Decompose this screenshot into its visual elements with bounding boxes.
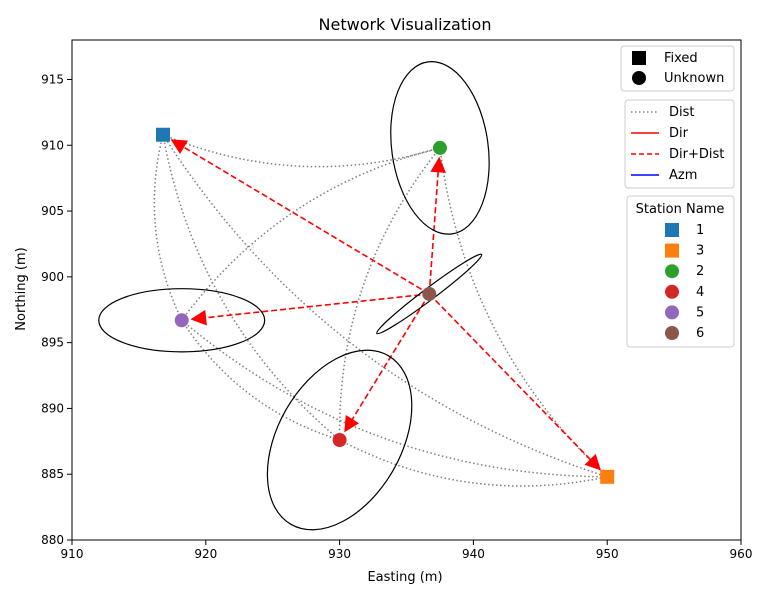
chart-title: Network Visualization [319, 15, 492, 34]
legend-station-label: 3 [696, 244, 704, 259]
axes-frame [71, 39, 742, 541]
direction-arrowhead [344, 415, 360, 433]
y-axis-label: Northing (m) [14, 247, 29, 330]
legend-marker-square [632, 51, 646, 65]
station-marker [600, 469, 615, 484]
x-tick-label: 930 [328, 547, 351, 561]
direction-arrowhead [584, 453, 602, 471]
y-tick-label: 905 [41, 204, 64, 218]
direction-observation-line [344, 293, 430, 432]
error-ellipse [266, 349, 413, 531]
x-tick-label: 940 [462, 547, 485, 561]
legend-observation-label: Dist [669, 105, 695, 120]
y-tick-label: 900 [41, 270, 64, 284]
station-marker [332, 433, 347, 447]
direction-arrowhead [190, 309, 207, 326]
station-marker [432, 140, 447, 155]
legend-station-label: 2 [696, 264, 704, 279]
x-tick-label: 910 [61, 547, 84, 561]
legend-marker-kind [620, 45, 735, 92]
legend-marker-circle [632, 71, 646, 85]
error-ellipse [98, 288, 266, 353]
y-tick-label: 910 [41, 138, 64, 152]
x-tick-label: 960 [730, 547, 753, 561]
x-tick-label: 920 [194, 547, 217, 561]
direction-observation-line [428, 293, 601, 471]
legend-station-marker [665, 305, 679, 320]
station-marker [155, 127, 170, 142]
distance-observation-line [162, 134, 441, 168]
legend-station-label: 4 [696, 285, 704, 300]
distance-observation-line [439, 147, 608, 478]
distance-observation-line [181, 319, 340, 441]
legend-station-marker [665, 243, 679, 258]
distance-observation-line [162, 134, 608, 478]
legend-marker-label: Unknown [664, 71, 724, 86]
distance-observation-line [181, 319, 608, 478]
direction-arrowhead [170, 139, 189, 155]
legend-station-names [626, 195, 735, 348]
x-tick-label: 950 [596, 547, 619, 561]
direction-observation-line [191, 293, 430, 321]
direction-observation-line [171, 139, 430, 295]
y-tick-label: 885 [41, 467, 64, 481]
y-tick-label: 880 [41, 533, 64, 547]
distance-observation-line [162, 134, 341, 441]
station-marker [422, 286, 437, 301]
legend-station-marker [665, 284, 679, 299]
y-tick-label: 895 [41, 336, 64, 350]
legend-observation-types [624, 99, 735, 189]
legend-marker-label: Fixed [664, 51, 698, 66]
legend-observation-label: Azm [669, 168, 697, 183]
error-ellipse [390, 61, 490, 235]
legend-observation-label: Dir [669, 126, 689, 141]
y-tick-label: 915 [41, 72, 64, 86]
direction-arrowhead [430, 156, 446, 173]
legend-station-label: 1 [696, 223, 704, 238]
plot-area: 910 920 930 940 950 960 880 885 890 895 900 905 910 9… [41, 39, 753, 561]
plot-content [98, 61, 615, 531]
direction-observation-line [428, 157, 441, 295]
legend-station-marker [665, 326, 679, 340]
legend-station-label: 5 [696, 305, 704, 320]
legend-station-label: 6 [696, 326, 704, 341]
legend-station-marker [665, 264, 679, 279]
legend-observation-label: Dir+Dist [669, 147, 724, 162]
x-axis-label: Easting (m) [367, 570, 442, 585]
station-marker [174, 313, 189, 328]
distance-observation-line [339, 439, 608, 487]
legends: Fixed Unknown Dist Dir Dir+Dist Azm Station Na… [620, 45, 735, 348]
y-tick-label: 890 [41, 401, 64, 415]
legend-station-marker [665, 223, 679, 237]
distance-observation-line [338, 147, 441, 441]
legend-station-title: Station Name [636, 202, 725, 217]
distance-observation-line [181, 147, 441, 321]
